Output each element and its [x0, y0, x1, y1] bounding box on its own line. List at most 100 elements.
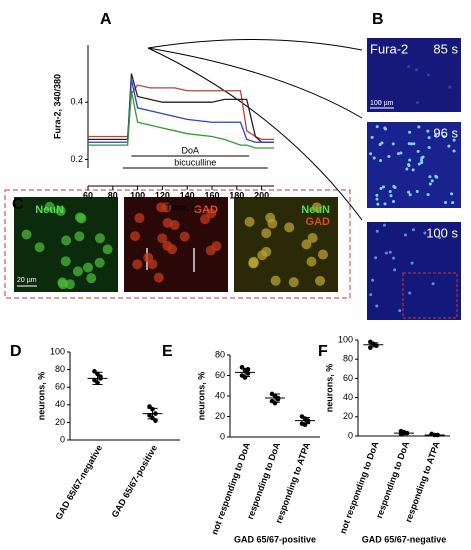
cell: [288, 277, 299, 288]
sd-bar: [429, 434, 440, 437]
cell: [370, 135, 374, 139]
cell: [44, 201, 55, 212]
cell: [379, 159, 383, 163]
cell: [375, 125, 379, 129]
panel-label: D: [10, 343, 22, 360]
sd-bar: [368, 342, 379, 348]
cell: [391, 200, 395, 204]
sd-bar: [270, 393, 280, 403]
dot: [245, 367, 251, 372]
cell: [452, 138, 456, 142]
cell: [21, 229, 32, 240]
cell: [167, 244, 178, 255]
y-axis-label: neurons, %: [324, 364, 334, 413]
cell: [376, 202, 380, 206]
cell: [206, 208, 217, 219]
y-tick-label: 60: [55, 382, 65, 392]
stain-label: NeuN: [301, 204, 330, 216]
panel-label: E: [162, 343, 173, 360]
cell: [426, 129, 430, 133]
sd-bar: [147, 407, 158, 420]
y-axis-label: neurons, %: [36, 372, 46, 421]
cell: [382, 223, 386, 227]
cell: [161, 202, 172, 213]
cell: [205, 245, 216, 256]
cell: [420, 161, 424, 165]
x-tick-label: 100: [130, 190, 145, 200]
cell: [447, 144, 451, 148]
cell: [179, 231, 190, 242]
cell: [284, 222, 295, 233]
trace: [88, 84, 274, 141]
cell: [451, 201, 455, 205]
image-85s: [367, 38, 461, 112]
x-tick-label: not responding to DoA: [209, 441, 252, 536]
cell: [408, 158, 412, 162]
x-tick-label: 80: [108, 190, 118, 200]
x-tick-label: GAD 65/67-negative: [53, 443, 104, 521]
cell: [415, 189, 419, 193]
sd-bar: [300, 417, 310, 425]
cell: [438, 236, 442, 240]
cell: [444, 200, 448, 204]
cell: [244, 216, 255, 227]
cell: [369, 293, 373, 297]
x-tick-label: not responding to DoA: [338, 440, 381, 535]
x-tick-label: 60: [83, 190, 93, 200]
x-tick-label: 140: [180, 190, 195, 200]
y-tick-label: 100: [50, 346, 65, 356]
y-tick-label: 20: [55, 417, 65, 427]
cell: [58, 279, 69, 290]
cell: [388, 189, 392, 193]
cell: [102, 244, 113, 255]
trace: [88, 79, 274, 143]
y-axis-label: Fura-2, 340/380: [52, 74, 62, 139]
x-tick-label: 200: [254, 190, 269, 200]
cell: [442, 135, 446, 139]
panel-c-frame: [4, 189, 351, 299]
cell: [416, 149, 420, 153]
cell: [74, 231, 85, 242]
cell: [392, 256, 396, 260]
cell: [427, 145, 431, 149]
cell: [420, 158, 424, 162]
cell: [393, 268, 397, 272]
cell: [417, 125, 421, 129]
cell: [433, 134, 437, 138]
sd-bar: [240, 367, 250, 378]
dot: [374, 343, 379, 349]
panel-label: F: [318, 343, 328, 360]
cell: [265, 212, 276, 223]
cell: [372, 156, 376, 160]
cell: [427, 136, 431, 140]
dot: [92, 377, 97, 383]
cell: [375, 304, 379, 308]
cell: [315, 275, 326, 286]
y-tick-label: 80: [343, 354, 353, 364]
trace: [88, 73, 274, 143]
x-axis-label: Time, s: [166, 202, 197, 212]
annotation-label: bicuculline: [174, 157, 216, 167]
sd-bar: [92, 371, 103, 386]
y-tick-label: 20: [343, 411, 353, 421]
x-tick-label: 160: [204, 190, 219, 200]
dot: [147, 404, 152, 409]
cell: [409, 142, 413, 146]
cell: [132, 259, 143, 270]
cell: [270, 275, 281, 286]
panel-label: A: [100, 11, 112, 28]
cell: [407, 190, 411, 194]
cell: [412, 142, 416, 146]
stain-label: NeuN: [35, 204, 64, 216]
cell: [426, 73, 430, 77]
cell: [248, 256, 259, 267]
scale-label: 100 µm: [370, 100, 394, 107]
cell: [408, 130, 412, 134]
dot: [153, 418, 158, 423]
cell: [64, 279, 75, 290]
cell: [434, 174, 438, 178]
cell: [407, 65, 411, 69]
cell: [307, 232, 318, 243]
cell: [379, 100, 383, 104]
cell: [375, 193, 379, 197]
